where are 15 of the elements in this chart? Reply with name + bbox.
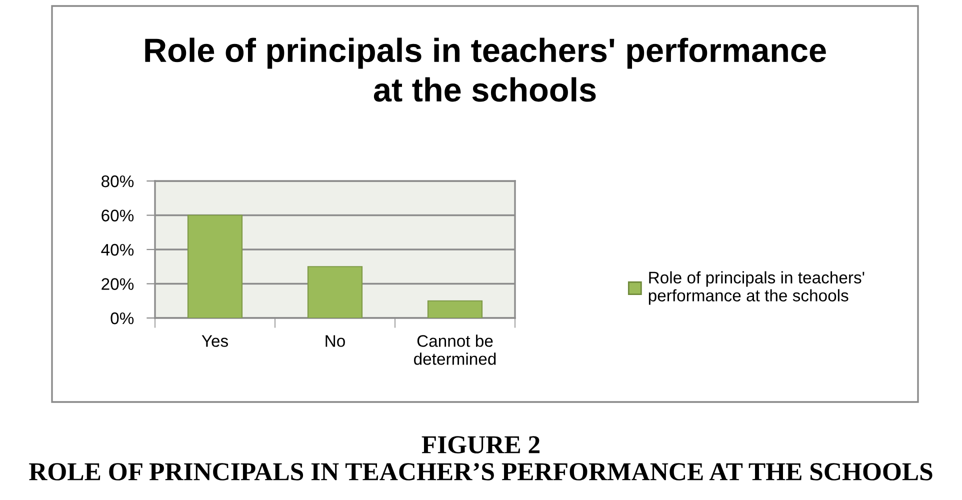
y-tick-label: 20% bbox=[102, 278, 134, 290]
bar bbox=[307, 266, 363, 318]
y-tick-label: 60% bbox=[102, 210, 134, 222]
chart-title: Role of principals in teachers' performance at the schools bbox=[145, 38, 826, 102]
y-tick-label: 0% bbox=[110, 312, 134, 324]
legend-label: Role of principals in teachers' performance at the schools bbox=[648, 271, 864, 305]
x-tick-label: Yes bbox=[202, 335, 228, 347]
caption: FIGURE 2 bbox=[422, 436, 540, 454]
y-tick-label: 40% bbox=[101, 244, 134, 256]
bar bbox=[187, 214, 243, 318]
x-tick-label: No bbox=[326, 335, 345, 347]
y-tick-label: 80% bbox=[102, 175, 134, 188]
x-tick-label: Cannot be determined bbox=[414, 334, 496, 365]
bar bbox=[427, 300, 483, 318]
text: ROLE OF PRINCIPALS IN TEACHER’S PERFORMANCE AT THE SCHOOLS bbox=[29, 463, 932, 480]
